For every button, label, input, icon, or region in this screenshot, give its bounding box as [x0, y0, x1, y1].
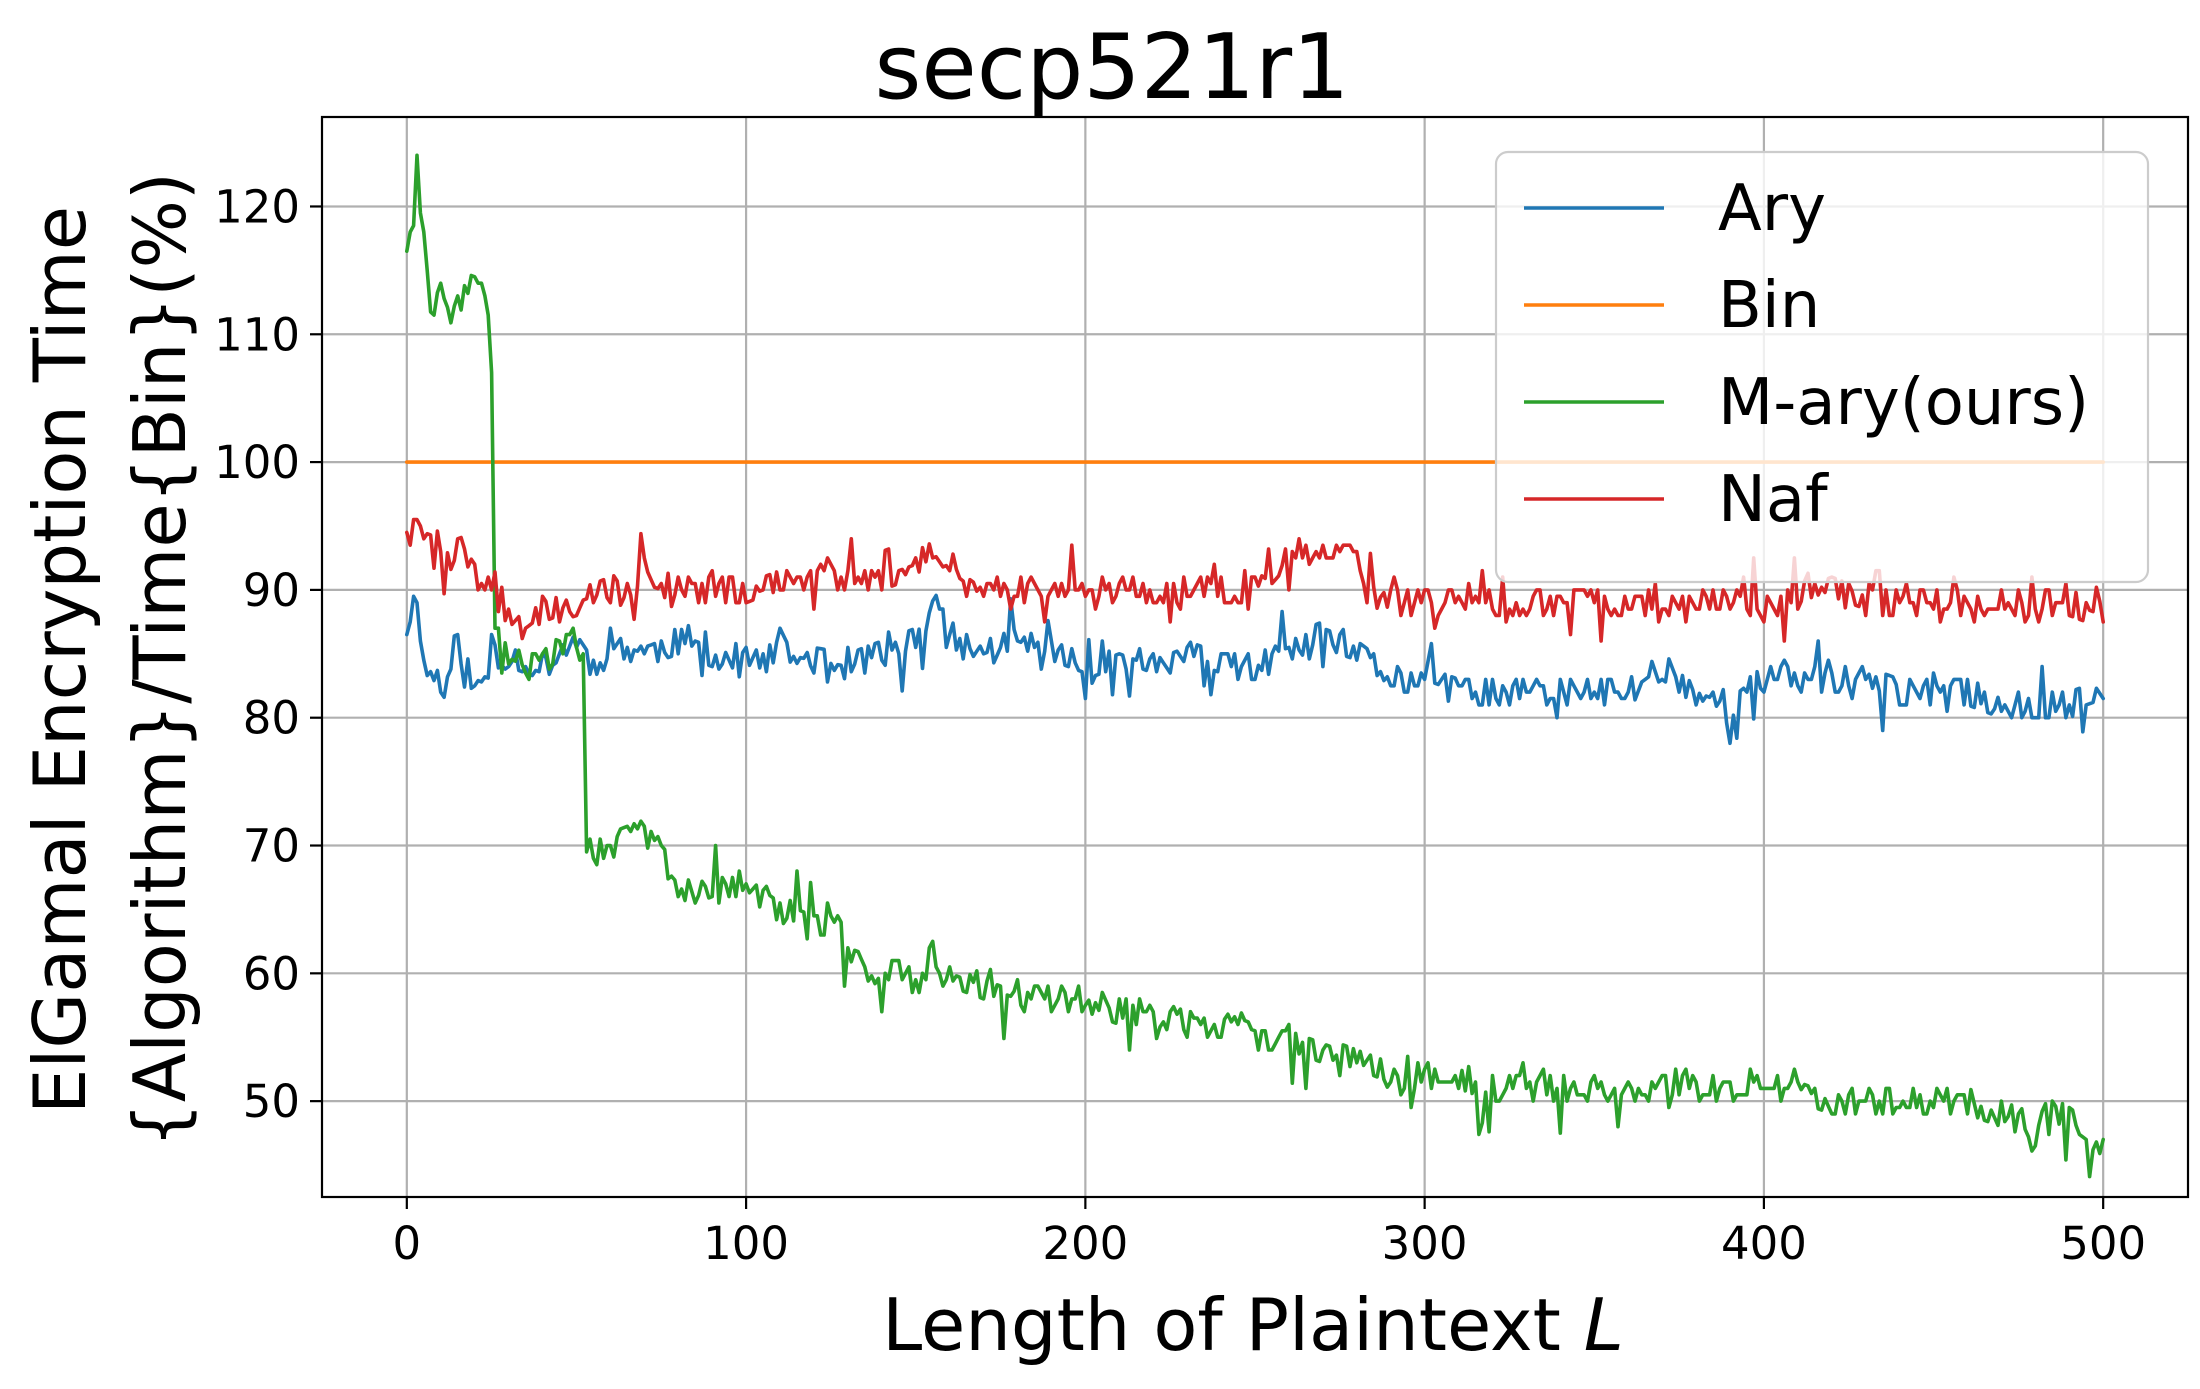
x-tick-label: 100: [703, 1217, 789, 1270]
series-line-ary: [405, 593, 2105, 746]
axis-ticks: 0 100 200 300 400 500 50 60 70 80 90 100 110 120: [214, 180, 2146, 1270]
legend: Ary Bin M-ary(ours) Naf: [1494, 150, 2150, 584]
y-tick-label: 70: [243, 820, 300, 873]
series-lines: [405, 153, 2105, 1179]
x-axis-label-variable: L: [1584, 1283, 1624, 1367]
series-line-naf: [405, 517, 2105, 643]
y-tick-label: 60: [243, 947, 300, 1000]
x-tick-label: 400: [1721, 1217, 1807, 1270]
y-tick-label: 100: [214, 436, 300, 489]
x-tick-label: 500: [2060, 1217, 2146, 1270]
y-tick-label: 50: [243, 1075, 300, 1128]
legend-box: [1494, 150, 2150, 584]
x-tick-label: 0: [392, 1217, 421, 1270]
y-axis-label-line2: {Algorithm}/Time{Bin}(%): [118, 172, 202, 1148]
series-line-m-ary-ours: [405, 153, 2105, 1179]
y-tick-label: 110: [214, 308, 300, 361]
y-tick-label: 80: [243, 692, 300, 745]
x-tick-label: 200: [1042, 1217, 1128, 1270]
y-axis-label-line1: ElGamal Encryption Time: [18, 206, 102, 1114]
chart-title: secp521r1: [875, 15, 1350, 120]
legend-label-m-ary-ours: M-ary(ours): [1718, 366, 2089, 440]
x-tick-label: 300: [1382, 1217, 1468, 1270]
legend-label-ary: Ary: [1718, 172, 1826, 246]
x-axis-label: Length of Plaintext L: [882, 1283, 1624, 1367]
plot-frame: [320, 115, 2190, 1199]
y-tick-label: 120: [214, 180, 300, 233]
legend-label-naf: Naf: [1718, 463, 1829, 537]
legend-label-bin: Bin: [1718, 269, 1820, 343]
y-tick-label: 90: [243, 564, 300, 617]
x-axis-label-text: Length of Plaintext: [882, 1283, 1584, 1367]
